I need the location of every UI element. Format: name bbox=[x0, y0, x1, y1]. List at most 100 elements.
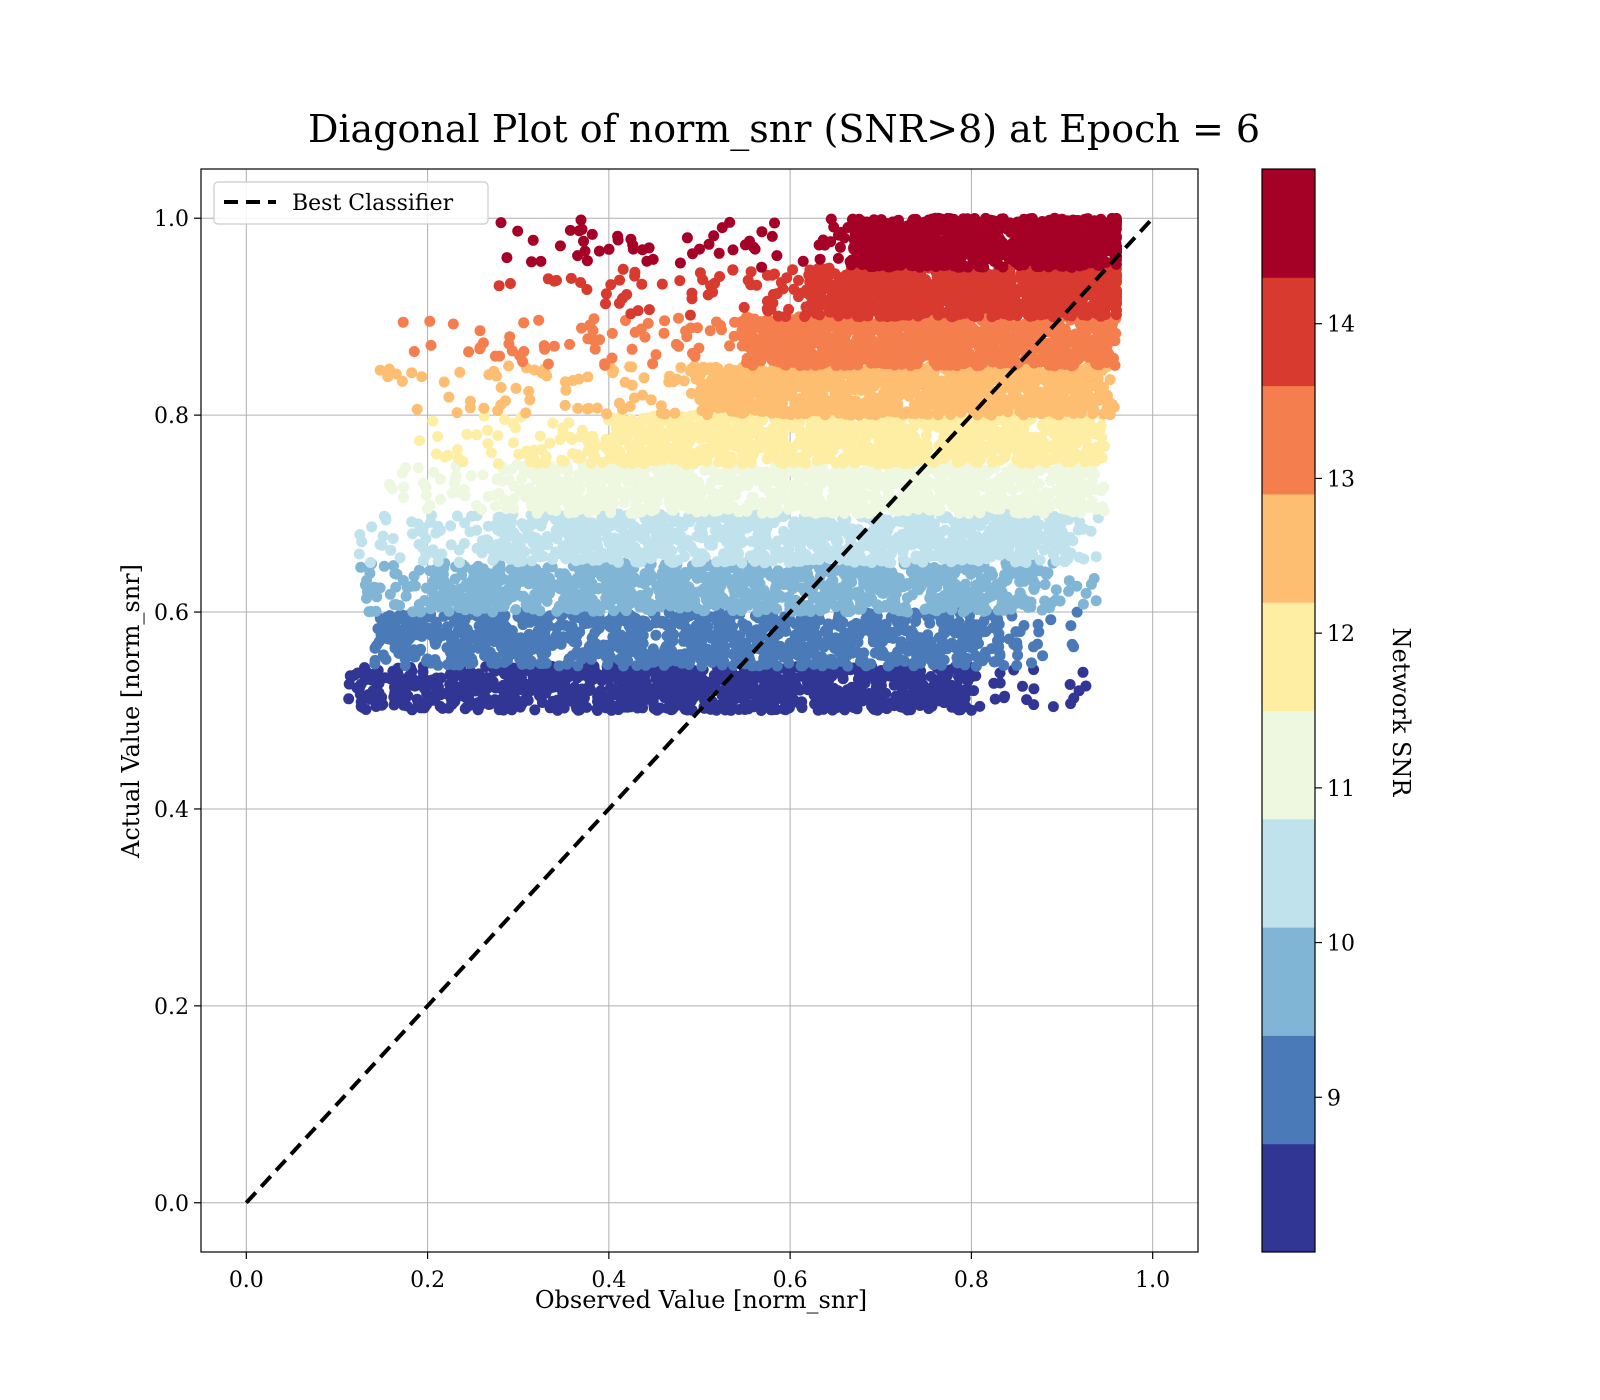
scatter-point bbox=[478, 644, 490, 655]
scatter-point bbox=[554, 583, 566, 595]
scatter-point bbox=[702, 483, 714, 495]
scatter-point bbox=[1050, 594, 1062, 606]
scatter-point bbox=[739, 623, 751, 635]
scatter-point bbox=[439, 576, 451, 588]
scatter-point bbox=[959, 624, 971, 636]
scatter-point bbox=[445, 520, 457, 532]
scatter-point bbox=[719, 615, 731, 627]
scatter-point bbox=[950, 539, 961, 551]
scatter-point bbox=[900, 675, 912, 687]
scatter-point bbox=[661, 588, 673, 600]
scatter-point bbox=[445, 539, 457, 551]
scatter-point bbox=[656, 484, 668, 495]
scatter-point bbox=[869, 625, 881, 637]
scatter-point bbox=[1025, 601, 1037, 613]
scatter-point bbox=[546, 494, 558, 506]
scatter-point bbox=[651, 580, 663, 592]
scatter-point bbox=[695, 555, 707, 567]
scatter-point bbox=[744, 550, 756, 562]
scatter-point bbox=[606, 595, 617, 607]
scatter-point bbox=[698, 583, 709, 595]
scatter-point bbox=[512, 556, 524, 568]
scatter-point bbox=[566, 688, 577, 700]
scatter-point bbox=[697, 621, 709, 633]
scatter-point bbox=[565, 524, 577, 536]
scatter-point bbox=[514, 701, 526, 713]
scatter-point bbox=[715, 554, 727, 566]
scatter-point bbox=[995, 522, 1007, 534]
scatter-point bbox=[719, 570, 731, 582]
scatter-point bbox=[951, 680, 963, 691]
scatter-point bbox=[1078, 553, 1090, 565]
scatter-point bbox=[796, 582, 808, 594]
scatter-point bbox=[506, 586, 518, 598]
scatter-point bbox=[551, 694, 563, 706]
scatter-point bbox=[694, 530, 706, 542]
scatter-point bbox=[836, 582, 848, 594]
scatter-point bbox=[596, 467, 608, 479]
scatter-point bbox=[370, 671, 382, 683]
scatter-point bbox=[432, 555, 444, 567]
scatter-point bbox=[467, 630, 479, 642]
scatter-point bbox=[749, 697, 761, 709]
scatter-point bbox=[649, 500, 661, 512]
scatter-point bbox=[1005, 603, 1017, 615]
scatter-point bbox=[1077, 598, 1089, 610]
scatter-point bbox=[830, 632, 842, 644]
scatter-point bbox=[1032, 638, 1043, 650]
scatter-point bbox=[1063, 575, 1075, 587]
scatter-point bbox=[621, 701, 633, 713]
scatter-point bbox=[403, 615, 415, 627]
scatter-point bbox=[361, 592, 372, 604]
scatter-point bbox=[933, 632, 945, 644]
scatter-point bbox=[871, 671, 882, 683]
scatter-point bbox=[558, 674, 570, 686]
scatter-point bbox=[1059, 536, 1071, 548]
scatter-point bbox=[377, 649, 389, 661]
scatter-point bbox=[892, 625, 904, 637]
scatter-point bbox=[1090, 595, 1102, 607]
scatter-point bbox=[951, 553, 963, 565]
scatter-point bbox=[633, 649, 645, 661]
scatter-point bbox=[673, 496, 684, 508]
scatter-point bbox=[510, 646, 522, 658]
scatter-point bbox=[1062, 553, 1074, 565]
scatter-point bbox=[899, 535, 911, 547]
scatter-point bbox=[654, 616, 666, 628]
scatter-point bbox=[684, 516, 696, 528]
scatter-point bbox=[924, 650, 936, 662]
scatter-point bbox=[908, 628, 920, 640]
scatter-point bbox=[1017, 680, 1028, 692]
scatter-point bbox=[1083, 467, 1094, 479]
scatter-point bbox=[582, 583, 594, 595]
scatter-point bbox=[388, 599, 400, 611]
scatter-point bbox=[409, 580, 421, 592]
scatter-point bbox=[993, 641, 1005, 653]
scatter-point bbox=[885, 557, 897, 569]
scatter-point bbox=[510, 604, 522, 616]
scatter-point bbox=[878, 587, 890, 599]
scatter-point bbox=[376, 699, 388, 711]
scatter-point bbox=[424, 499, 436, 511]
scatter-point bbox=[431, 686, 443, 698]
scatter-point bbox=[1007, 484, 1019, 496]
scatter-point bbox=[848, 702, 860, 713]
scatter-point bbox=[603, 673, 614, 685]
scatter-band-2 bbox=[355, 557, 1102, 618]
scatter-point bbox=[795, 555, 807, 567]
scatter-point bbox=[774, 578, 786, 589]
scatter-point bbox=[605, 682, 616, 694]
scatter-point bbox=[418, 477, 430, 489]
scatter-point bbox=[892, 515, 904, 527]
scatter-point bbox=[961, 496, 973, 508]
scatter-point bbox=[1003, 498, 1015, 510]
scatter-point bbox=[638, 526, 650, 538]
scatter-point bbox=[636, 475, 648, 487]
scatter-point bbox=[866, 593, 878, 605]
scatter-point bbox=[927, 582, 939, 594]
scatter-point bbox=[966, 671, 978, 682]
scatter-point bbox=[544, 572, 555, 584]
scatter-point bbox=[839, 704, 851, 716]
scatter-point bbox=[499, 683, 511, 695]
scatter-point bbox=[484, 698, 496, 710]
